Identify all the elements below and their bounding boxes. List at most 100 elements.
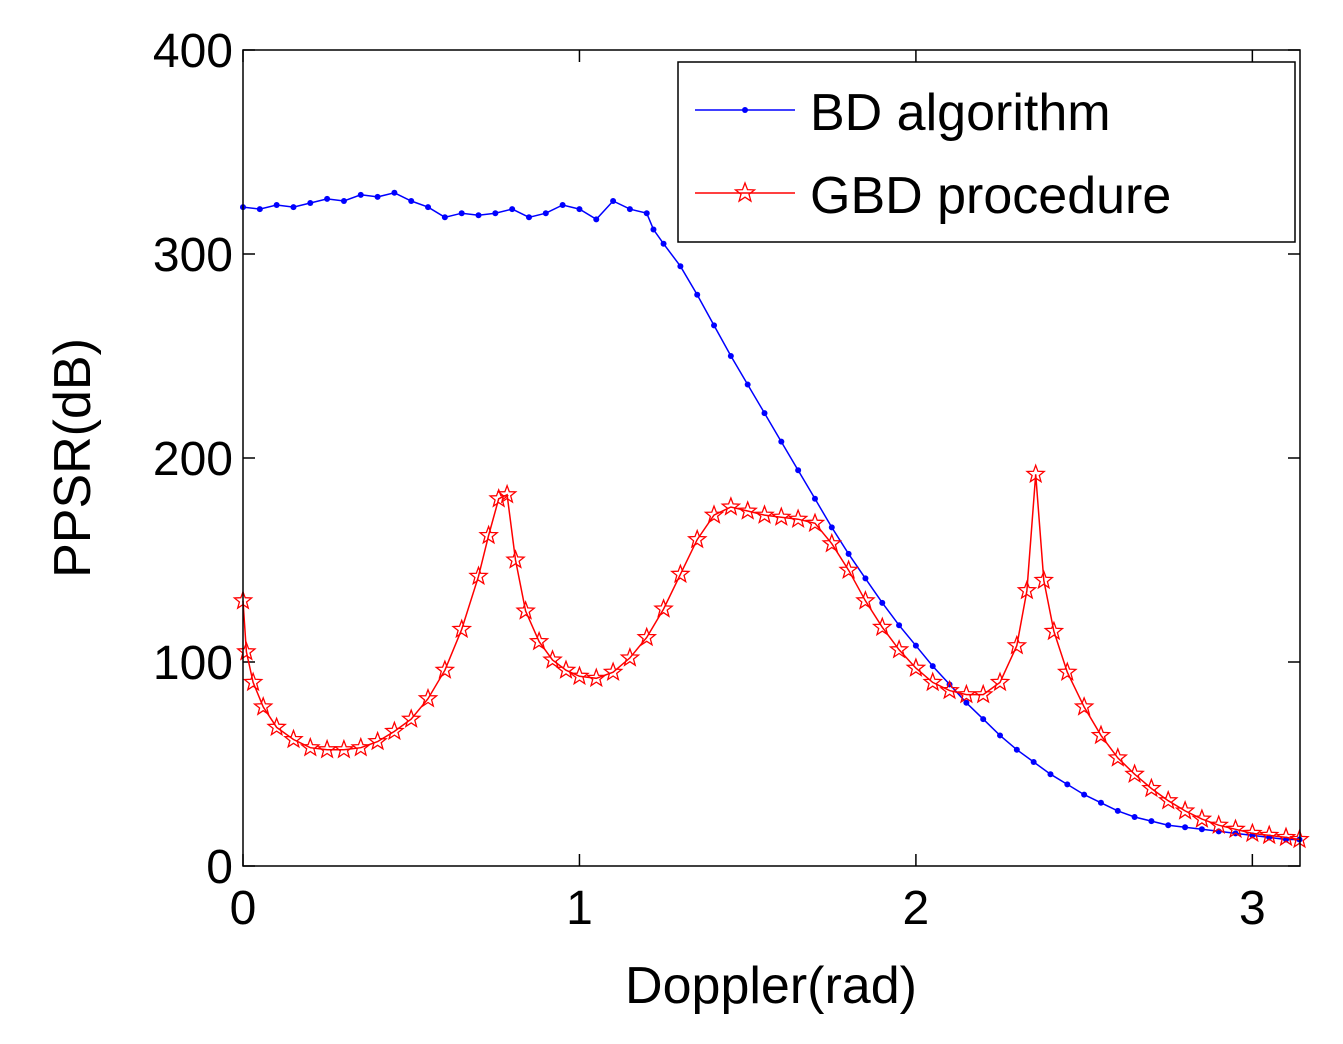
data-point-gbd bbox=[855, 589, 876, 610]
data-point-gbd bbox=[350, 736, 372, 757]
data-point-bd bbox=[1081, 791, 1088, 798]
data-point-gbd bbox=[1090, 724, 1112, 745]
data-point-bd bbox=[1198, 826, 1205, 833]
data-point-gbd bbox=[1275, 826, 1297, 847]
y-tick-label: 200 bbox=[153, 433, 233, 486]
data-point-gbd bbox=[417, 687, 439, 708]
legend-marker-gbd bbox=[733, 181, 757, 203]
legend-label-bd: BD algorithm bbox=[810, 84, 1111, 142]
data-point-bd bbox=[610, 197, 617, 204]
data-point-gbd bbox=[1033, 569, 1055, 590]
data-point-gbd bbox=[720, 496, 742, 516]
data-point-gbd bbox=[670, 563, 691, 584]
data-point-gbd bbox=[754, 504, 775, 524]
data-point-gbd bbox=[478, 524, 499, 545]
data-point-bd bbox=[525, 214, 532, 221]
data-point-gbd bbox=[266, 716, 287, 737]
data-point-gbd bbox=[686, 528, 708, 549]
data-point-bd bbox=[576, 206, 583, 213]
data-point-gbd bbox=[496, 483, 518, 504]
data-point-bd bbox=[1047, 771, 1054, 778]
x-tick-label: 0 bbox=[230, 882, 257, 935]
data-point-gbd bbox=[299, 736, 321, 757]
x-axis-title: Doppler(rad) bbox=[625, 957, 917, 1015]
data-point-gbd bbox=[1191, 808, 1213, 828]
data-point-bd bbox=[778, 438, 785, 445]
x-tick-label: 3 bbox=[1239, 882, 1266, 935]
data-point-bd bbox=[1182, 824, 1189, 831]
data-point-bd bbox=[425, 204, 432, 211]
data-point-gbd bbox=[737, 500, 758, 520]
data-point-bd bbox=[458, 210, 465, 217]
data-point-bd bbox=[896, 622, 903, 629]
data-point-gbd bbox=[236, 640, 257, 661]
data-point-bd bbox=[828, 524, 835, 531]
data-point-bd bbox=[441, 214, 448, 221]
data-point-gbd bbox=[922, 671, 944, 692]
data-point-bd bbox=[391, 189, 398, 196]
data-point-bd bbox=[862, 575, 869, 582]
data-point-gbd bbox=[1225, 818, 1246, 839]
data-point-bd bbox=[980, 716, 987, 723]
data-point-bd bbox=[408, 197, 415, 204]
data-point-bd bbox=[357, 191, 364, 198]
data-point-gbd bbox=[585, 667, 607, 688]
y-tick-label: 0 bbox=[206, 841, 233, 894]
data-point-bd bbox=[694, 291, 701, 298]
data-point-bd bbox=[273, 202, 280, 209]
data-point-bd bbox=[795, 467, 802, 474]
data-point-bd bbox=[677, 263, 684, 270]
data-point-gbd bbox=[515, 600, 536, 620]
data-point-gbd bbox=[1056, 661, 1078, 682]
data-point-gbd bbox=[838, 559, 859, 580]
y-tick-label: 300 bbox=[153, 229, 233, 282]
data-point-bd bbox=[1165, 822, 1172, 829]
data-point-gbd bbox=[1107, 747, 1129, 767]
data-point-gbd bbox=[451, 618, 473, 639]
data-point-bd bbox=[1064, 781, 1071, 788]
data-point-bd bbox=[811, 495, 818, 502]
data-point-bd bbox=[1148, 818, 1155, 825]
data-point-gbd bbox=[434, 659, 456, 679]
data-point-gbd bbox=[333, 738, 355, 759]
data-point-bd bbox=[559, 202, 566, 209]
data-point-gbd bbox=[1073, 696, 1095, 716]
data-point-gbd bbox=[602, 661, 624, 682]
data-point-gbd bbox=[804, 512, 826, 533]
data-point-bd bbox=[340, 197, 347, 204]
series-layer bbox=[232, 189, 1310, 849]
data-point-bd bbox=[744, 381, 751, 388]
data-point-gbd bbox=[787, 508, 809, 529]
data-point-gbd bbox=[283, 728, 304, 749]
data-point-bd bbox=[711, 322, 718, 329]
data-point-gbd bbox=[384, 720, 405, 741]
data-point-bd bbox=[324, 195, 331, 202]
data-point-gbd bbox=[703, 504, 725, 524]
data-point-gbd bbox=[242, 671, 264, 692]
data-point-gbd bbox=[1208, 814, 1230, 835]
labels-layer: Doppler(rad) PPSR(dB) bbox=[44, 338, 917, 1015]
y-tick-label: 400 bbox=[153, 25, 233, 78]
data-point-bd bbox=[1131, 814, 1138, 821]
ticks-layer: 0 1 2 3 0 100 200 300 400 bbox=[153, 25, 1300, 935]
plot-frame bbox=[242, 49, 1301, 867]
data-point-bd bbox=[307, 200, 314, 206]
data-point-gbd bbox=[1157, 789, 1179, 810]
data-point-bd bbox=[660, 240, 667, 247]
data-point-bd bbox=[593, 216, 600, 223]
data-point-gbd bbox=[316, 738, 338, 759]
data-point-gbd bbox=[972, 683, 994, 704]
data-point-gbd bbox=[956, 683, 977, 704]
data-point-bd bbox=[997, 732, 1004, 739]
data-point-bd bbox=[929, 663, 936, 670]
legend-label-gbd: GBD procedure bbox=[810, 167, 1171, 225]
data-point-bd bbox=[1114, 807, 1121, 814]
data-point-gbd bbox=[1016, 579, 1038, 600]
data-point-gbd bbox=[653, 598, 674, 618]
data-point-gbd bbox=[400, 708, 422, 728]
data-point-bd bbox=[374, 193, 381, 200]
data-point-bd bbox=[963, 699, 970, 706]
data-point-gbd bbox=[1006, 634, 1028, 655]
y-tick-label: 100 bbox=[153, 637, 233, 690]
